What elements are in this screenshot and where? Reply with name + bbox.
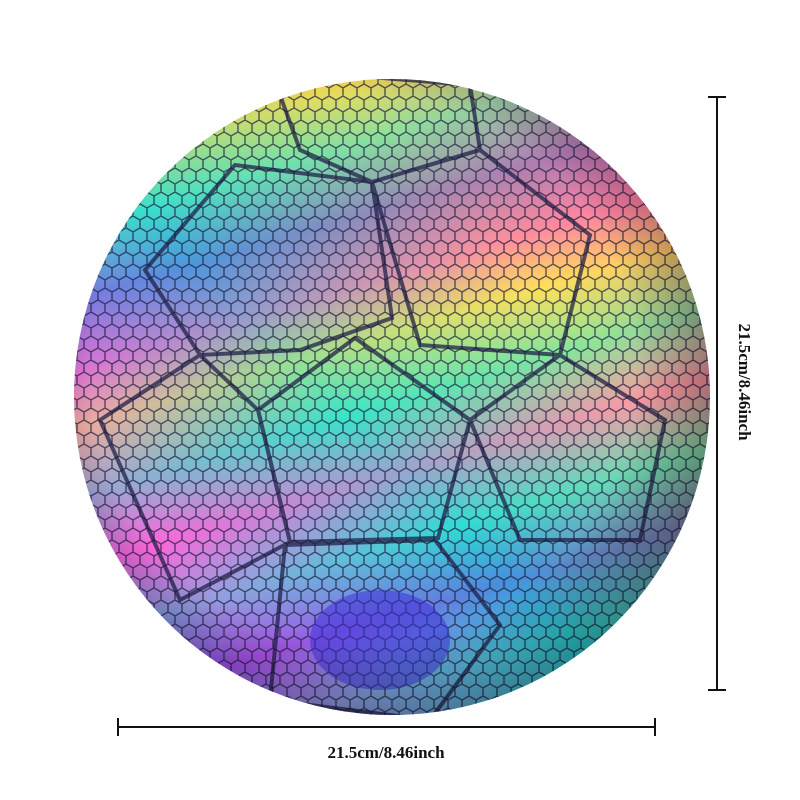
width-label: 21.5cm/8.46inch [327,743,445,762]
height-label: 21.5cm/8.46inch [735,323,754,441]
height-dimension-line [708,96,726,691]
width-dimension-line [117,718,656,736]
ball [74,79,710,715]
